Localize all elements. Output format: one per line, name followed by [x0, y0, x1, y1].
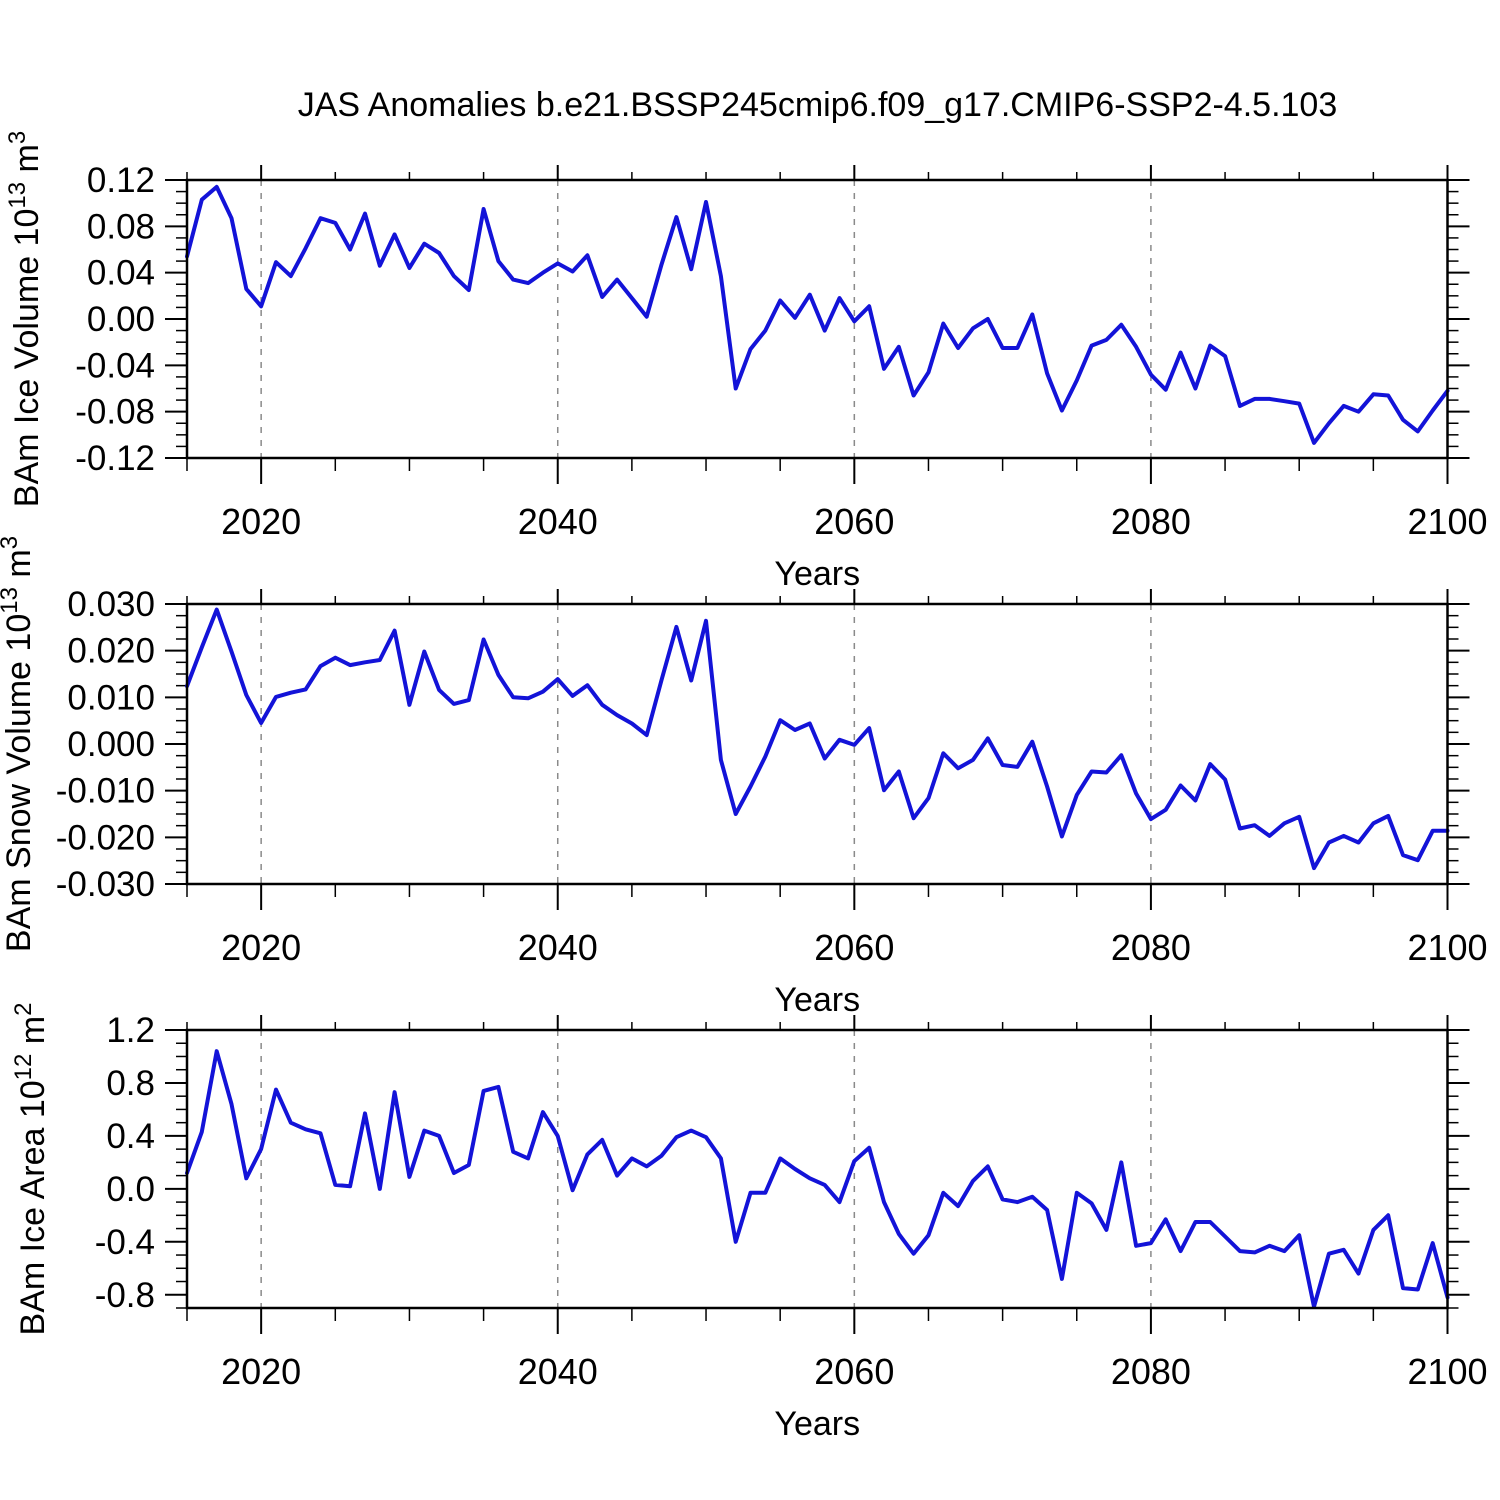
series-line-ice-volume — [185, 184, 1450, 445]
chart-title: JAS Anomalies b.e21.BSSP245cmip6.f09_g17… — [297, 86, 1338, 124]
y-axis-title-superscript: 12 — [10, 1054, 37, 1081]
y-tick-label: 0.04 — [87, 254, 155, 293]
panel-snow-volume: 0.030 0.020 0.010 0.000 -0.010 -0.020 -0.030 20… — [0, 536, 1488, 1019]
series-line-ice-area — [185, 1049, 1450, 1309]
y-tick-label: 0.4 — [106, 1117, 155, 1156]
y-tick-label: 0.8 — [106, 1064, 155, 1103]
y-axis-title-superscript: 3 — [0, 536, 23, 549]
y-tick-label: 0.020 — [67, 632, 155, 671]
x-tick-label: 2060 — [814, 501, 894, 542]
x-tick-label: 2020 — [221, 927, 301, 968]
x-tick-label: 2040 — [518, 501, 598, 542]
x-tick-label: 2100 — [1407, 927, 1487, 968]
x-tick-label: 2100 — [1407, 1351, 1487, 1392]
y-tick-label: -0.08 — [75, 393, 155, 432]
panel-ice-volume: 0.12 0.08 0.04 0.00 -0.04 -0.08 -0.12 2020 2040 2… — [4, 131, 1488, 593]
plot-frame — [185, 178, 1449, 460]
x-axis-title: Years — [774, 555, 860, 593]
y-axis-title: BAm Snow Volume 1013 m3 — [0, 536, 38, 952]
x-tick-label: 2040 — [518, 927, 598, 968]
y-tick-label: 0.030 — [67, 585, 155, 624]
y-tick-label: 1.2 — [106, 1011, 155, 1050]
y-axis-title-superscript: 2 — [10, 1003, 37, 1016]
y-tick-label: -0.8 — [95, 1276, 155, 1315]
plot-frame — [185, 1028, 1449, 1310]
y-tick-label: 0.12 — [87, 161, 155, 200]
plot-frame — [185, 602, 1449, 886]
y-tick-label: -0.030 — [56, 865, 155, 904]
y-axis-title-superscript: 13 — [0, 587, 23, 614]
y-axis-title-superscript: 3 — [4, 131, 31, 144]
y-axis-title-superscript: 13 — [4, 182, 31, 209]
y-axis-title-text: BAm Snow Volume 10 — [0, 614, 38, 952]
y-tick-label: 0.0 — [106, 1170, 155, 1209]
x-tick-label: 2080 — [1111, 501, 1191, 542]
y-axis-title-text: BAm Ice Area 10 — [14, 1080, 52, 1335]
y-tick-label: -0.4 — [95, 1223, 155, 1262]
y-tick-label: 0.010 — [67, 678, 155, 717]
x-axis-title: Years — [774, 981, 860, 1019]
series-line-snow-volume — [185, 607, 1450, 871]
x-axis-title: Years — [774, 1405, 860, 1443]
y-axis-title-text: m — [8, 144, 46, 182]
x-tick-label: 2100 — [1407, 501, 1487, 542]
y-tick-label: 0.00 — [87, 300, 155, 339]
y-tick-label: -0.04 — [75, 346, 155, 385]
x-tick-label: 2020 — [221, 501, 301, 542]
y-axis-title-text: m — [0, 549, 38, 587]
x-tick-label: 2060 — [814, 1351, 894, 1392]
y-tick-label: 0.08 — [87, 207, 155, 246]
y-tick-label: -0.010 — [56, 772, 155, 811]
y-tick-label: 0.000 — [67, 725, 155, 764]
x-tick-label: 2080 — [1111, 1351, 1191, 1392]
y-axis-title: BAm Ice Area 1012 m2 — [10, 1003, 52, 1336]
x-tick-label: 2080 — [1111, 927, 1191, 968]
y-axis-title-text: m — [14, 1016, 52, 1054]
x-tick-label: 2020 — [221, 1351, 301, 1392]
y-axis-title-text: BAm Ice Volume 10 — [8, 209, 46, 508]
y-tick-label: -0.12 — [75, 439, 155, 478]
x-tick-label: 2060 — [814, 927, 894, 968]
y-axis-title: BAm Ice Volume 1013 m3 — [4, 131, 46, 507]
panel-ice-area: 1.2 0.8 0.4 0.0 -0.4 -0.8 2020 2040 2060 2080 2100… — [10, 1003, 1488, 1443]
x-tick-label: 2040 — [518, 1351, 598, 1392]
y-tick-label: -0.020 — [56, 818, 155, 857]
